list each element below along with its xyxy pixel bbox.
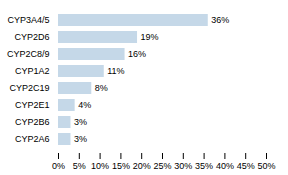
svg-text:35%: 35%	[195, 161, 213, 171]
svg-text:CYP1A2: CYP1A2	[15, 66, 50, 76]
svg-text:0%: 0%	[52, 161, 65, 171]
svg-text:3%: 3%	[74, 134, 87, 144]
svg-text:10%: 10%	[91, 161, 109, 171]
svg-text:8%: 8%	[95, 83, 108, 93]
svg-text:CYP2E1: CYP2E1	[15, 100, 50, 110]
svg-text:36%: 36%	[211, 15, 229, 25]
svg-text:5%: 5%	[73, 161, 86, 171]
svg-text:40%: 40%	[216, 161, 234, 171]
svg-text:11%: 11%	[107, 66, 124, 76]
svg-text:20%: 20%	[133, 161, 151, 171]
svg-text:CYP3A4/5: CYP3A4/5	[7, 15, 49, 25]
svg-text:15%: 15%	[112, 161, 130, 171]
svg-text:CYP2C8/9: CYP2C8/9	[7, 49, 50, 59]
svg-text:30%: 30%	[174, 161, 192, 171]
svg-text:50%: 50%	[257, 161, 275, 171]
svg-text:CYP2D6: CYP2D6	[14, 32, 49, 42]
svg-text:3%: 3%	[74, 117, 87, 127]
svg-text:CYP2B6: CYP2B6	[15, 117, 50, 127]
svg-text:4%: 4%	[78, 100, 91, 110]
svg-text:19%: 19%	[141, 32, 159, 42]
svg-text:25%: 25%	[153, 161, 171, 171]
svg-text:16%: 16%	[128, 49, 146, 59]
svg-text:45%: 45%	[237, 161, 255, 171]
svg-text:CYP2A6: CYP2A6	[15, 134, 50, 144]
svg-text:CYP2C19: CYP2C19	[9, 83, 49, 93]
